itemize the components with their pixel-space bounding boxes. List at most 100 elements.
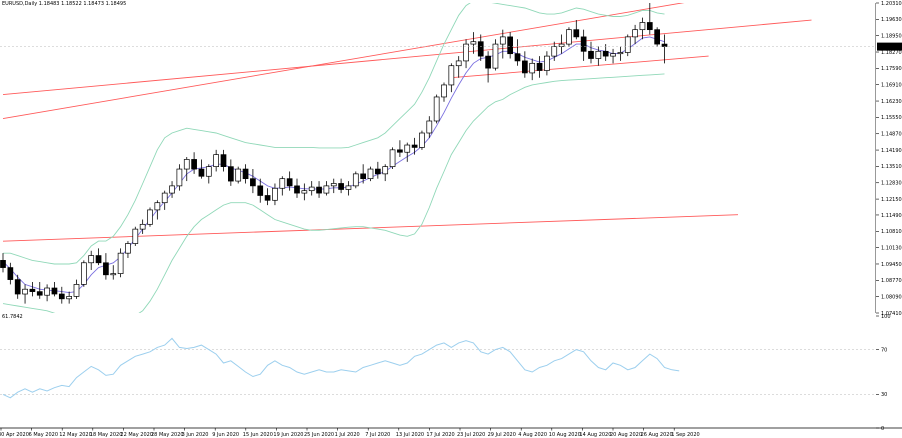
oscillator-pane: [0, 337, 902, 429]
bull-candle-body: [117, 252, 124, 274]
price-pane: [0, 3, 876, 313]
bear-candle-body: [536, 62, 543, 71]
time-tick-label: 10 Aug 2020: [549, 432, 581, 438]
bull-candle-body: [22, 288, 28, 295]
candlestick: [95, 248, 102, 266]
candlestick: [183, 157, 190, 182]
candlestick: [14, 274, 21, 299]
price-axis: 1.20310 1.19630 1.18950 1.18270 1.17590 1.169…: [0, 1, 902, 317]
bull-candle-body: [558, 43, 565, 47]
bull-candle-body: [433, 96, 440, 122]
bull-candle-body: [301, 190, 308, 194]
time-tick-label: 23 Jul 2020: [457, 432, 485, 438]
candlestick: [294, 178, 300, 198]
bull-candle-body: [66, 296, 73, 300]
bear-candle-body: [375, 168, 381, 175]
price-tick-label: 1.08090: [881, 294, 902, 300]
time-tick-label: 17 Jul 2020: [426, 432, 454, 438]
bollinger-upper-line: [3, 3, 665, 265]
bull-candle-body: [183, 159, 190, 170]
bull-candle-body: [44, 287, 50, 296]
time-tick-label: 18 May 2020: [90, 432, 123, 438]
bear-candle-body: [228, 166, 234, 182]
candlestick: [198, 159, 205, 179]
candlestick: [139, 219, 146, 234]
bull-candle-body: [367, 168, 374, 180]
candlestick: [132, 226, 139, 246]
candlestick: [389, 147, 396, 170]
price-tick-label: 1.14870: [881, 132, 902, 138]
channel-line: [2, 19, 812, 96]
bear-candle-body: [573, 29, 580, 38]
bull-candle-body: [235, 168, 242, 182]
bull-candle-body: [272, 187, 278, 201]
candlestick: [514, 39, 521, 66]
candlestick: [573, 20, 580, 40]
bull-candle-body: [73, 284, 80, 297]
bear-candle-body: [286, 178, 293, 187]
candlestick: [191, 152, 197, 174]
candlestick: [595, 46, 602, 66]
candlestick: [463, 39, 469, 69]
candlestick: [316, 181, 322, 198]
candlestick: [154, 200, 161, 220]
indicator-value-label: 61.7842: [2, 314, 23, 320]
bull-candle-body: [213, 154, 219, 168]
candlestick: [301, 183, 308, 201]
bear-candle-body: [521, 60, 528, 74]
price-tick-label: 1.18950: [881, 33, 902, 39]
time-tick-label: 28 May 2020: [151, 432, 184, 438]
candlestick: [602, 44, 609, 61]
candlestick: [147, 207, 153, 227]
candlestick: [205, 164, 212, 184]
bear-candle-body: [411, 144, 418, 148]
candlestick: [29, 282, 36, 297]
candlestick: [7, 262, 14, 285]
bear-candle-body: [29, 288, 36, 292]
time-tick-label: 6 May 2020: [29, 432, 58, 438]
candlestick: [433, 94, 440, 124]
bear-candle-body: [264, 195, 271, 201]
bear-candle-body: [507, 36, 513, 55]
bull-candle-body: [279, 178, 286, 189]
candlestick: [286, 171, 293, 191]
channel-line: [451, 55, 709, 79]
time-tick-label: 13 Jul 2020: [396, 432, 424, 438]
price-tick-label: 1.14190: [881, 148, 902, 154]
candlestick: [73, 279, 80, 299]
time-tick-label: 26 Aug 2020: [641, 432, 673, 438]
candlestick: [448, 63, 455, 93]
candlestick: [272, 183, 278, 206]
bear-candle-body: [7, 267, 14, 280]
price-tick-label: 1.16910: [881, 83, 902, 89]
candlestick: [352, 171, 359, 189]
channel-line: [2, 3, 685, 120]
bear-candle-body: [242, 168, 249, 180]
candlestick: [580, 29, 587, 61]
bear-candle-body: [51, 287, 58, 295]
candlestick: [639, 17, 646, 40]
candlestick: [544, 51, 550, 76]
bull-candle-body: [610, 53, 616, 57]
price-tick-label: 1.17590: [881, 66, 902, 72]
price-tick-label: 1.10130: [881, 245, 902, 251]
candlestick: [308, 181, 315, 196]
candlestick: [103, 253, 109, 280]
bear-candle-body: [602, 50, 609, 57]
candlestick: [551, 41, 558, 61]
bear-candle-body: [36, 291, 43, 296]
time-tick-label: 29 Jul 2020: [488, 432, 516, 438]
bull-candle-body: [426, 120, 433, 134]
oscillator-tick-label: 0: [881, 426, 884, 432]
bull-candle-body: [352, 173, 359, 187]
time-tick-label: 22 May 2020: [120, 432, 153, 438]
bull-candle-body: [139, 223, 146, 230]
price-tick-label: 1.09450: [881, 262, 902, 268]
bull-candle-body: [404, 144, 411, 153]
candlestick: [80, 260, 87, 287]
bull-candle-body: [80, 262, 87, 285]
bull-candle-body: [176, 168, 183, 187]
candlestick: [367, 166, 374, 182]
candlestick: [646, 3, 653, 35]
candlestick: [419, 130, 425, 150]
